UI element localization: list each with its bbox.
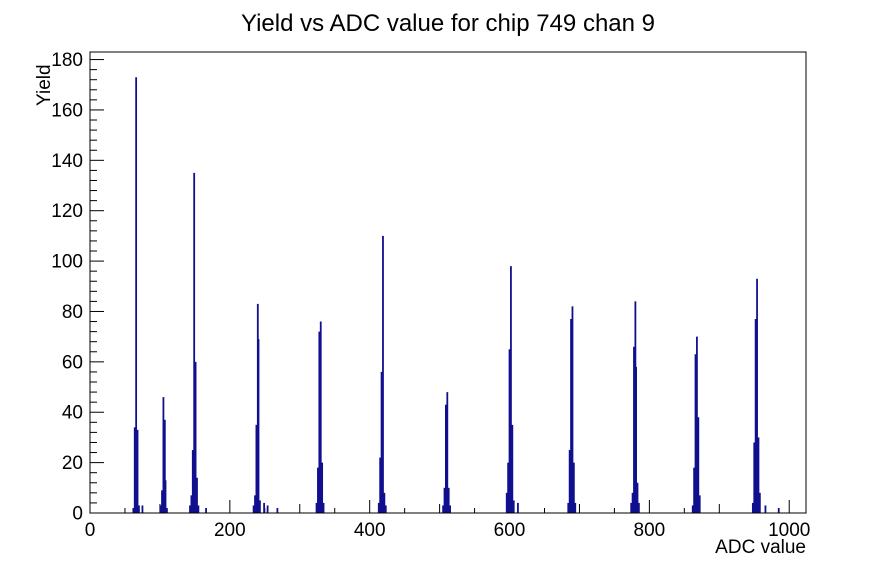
chart-title: Yield vs ADC value for chip 749 chan 9 [240,10,655,37]
x-tick-label: 400 [354,520,386,541]
x-tick-label: 1000 [768,520,810,541]
x-tick-label: 800 [634,520,666,541]
y-tick-label: 20 [62,453,83,474]
y-tick-label: 180 [51,50,83,71]
x-tick-label: 200 [214,520,246,541]
y-tick-label: 100 [51,252,83,273]
plot-frame [89,51,807,514]
y-axis-title: Yield [34,64,55,106]
x-tick-label: 0 [85,520,96,541]
y-tick-label: 140 [51,151,83,172]
x-tick-label: 600 [494,520,526,541]
y-tick-label: 80 [62,302,83,323]
y-tick-label: 120 [51,201,83,222]
y-tick-label: 160 [51,100,83,121]
y-tick-label: 0 [72,504,83,525]
x-axis-title: ADC value [715,537,806,558]
y-tick-label: 40 [62,403,83,424]
y-tick-label: 60 [62,352,83,373]
